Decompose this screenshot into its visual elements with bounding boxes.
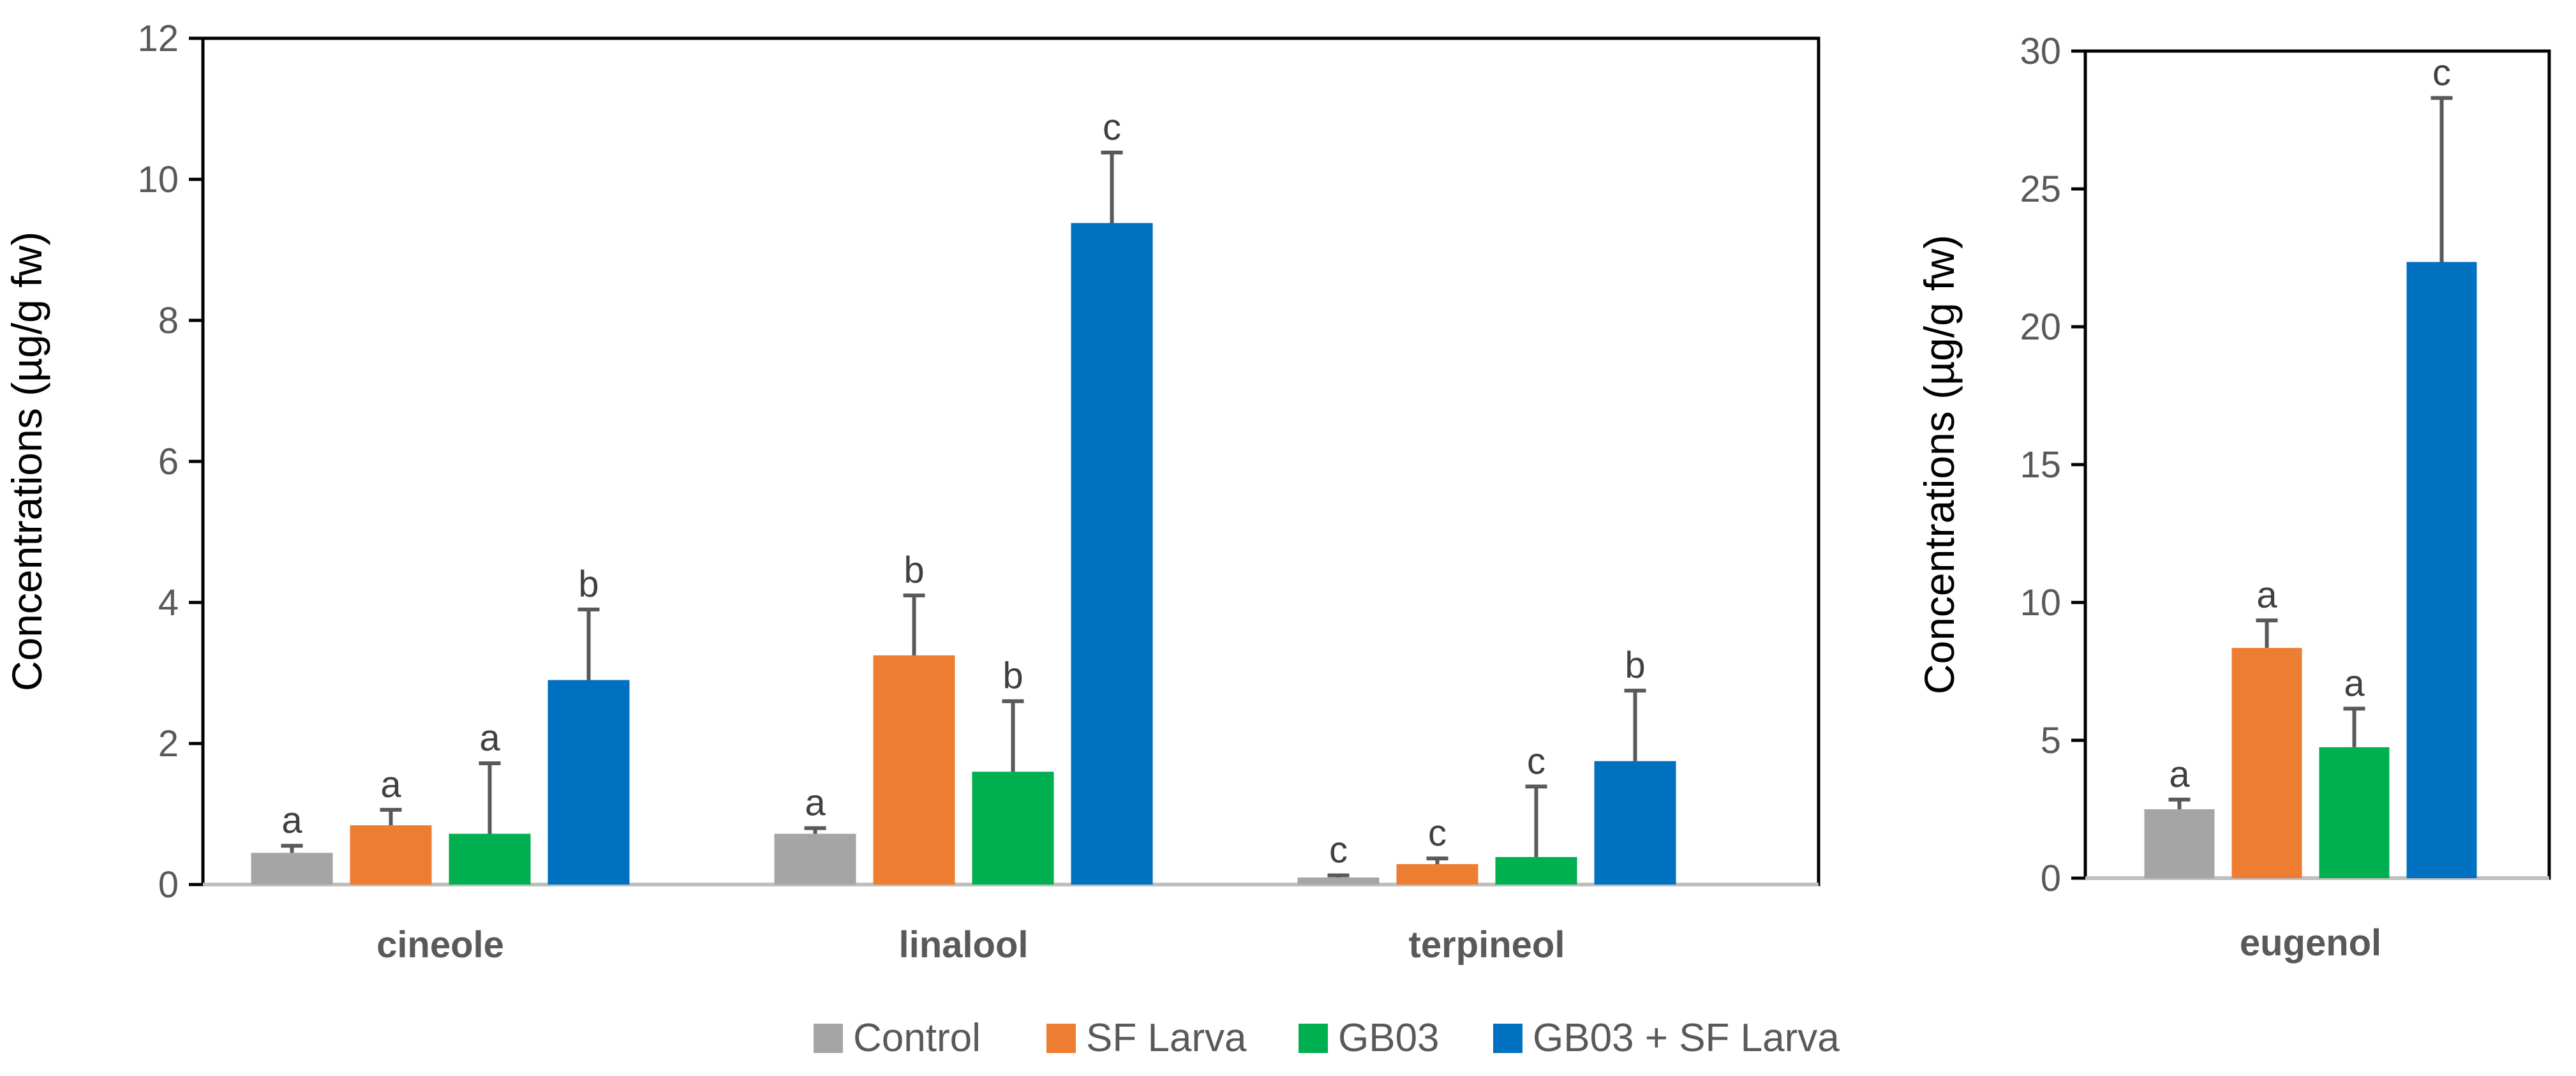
significance-letter: c [1329,830,1348,871]
significance-letter: c [1428,812,1447,854]
category-label: cineole [376,924,504,966]
legend-label: SF Larva [1086,1016,1247,1060]
bar [1297,877,1380,885]
chart-left: 0 2 4 6 8 10 12 Concentrations (µg/g fw) cineole… [3,18,1820,966]
legend-label: GB03 [1338,1016,1440,1060]
significance-letter: b [1002,655,1023,697]
y-tick-label: 0 [158,864,179,906]
legend-swatch [814,1024,843,1053]
bar [1495,856,1577,885]
legend-swatch [1493,1024,1523,1053]
significance-letter: c [1103,107,1121,148]
bar [2144,809,2215,878]
significance-letter: a [2169,754,2190,795]
bar [2406,262,2477,879]
significance-letter: c [2432,52,2451,93]
y-tick-label: 2 [158,723,179,765]
y-tick-label: 15 [2020,444,2061,486]
bar [2319,747,2390,878]
bar [547,680,630,885]
significance-letter: c [1527,740,1545,782]
legend-swatch [1046,1024,1076,1053]
bar [1071,223,1153,885]
category-label: eugenol [2240,922,2381,964]
significance-letter: a [805,782,826,824]
y-tick-label: 10 [2020,582,2061,624]
y-tick-label: 12 [137,18,179,59]
y-axis-label: Concentrations (µg/g fw) [1916,235,1963,694]
y-tick-label: 0 [2041,858,2061,899]
legend-swatch [1299,1024,1328,1053]
bar [1594,761,1676,885]
y-tick-label: 30 [2020,31,2061,72]
bar [350,825,432,885]
y-tick-label: 5 [2041,720,2061,761]
category-label: linalool [899,924,1029,966]
plot-frame [2083,49,2551,880]
bar [2231,648,2302,878]
y-tick-label: 6 [158,441,179,482]
y-tick-label: 10 [137,159,179,200]
bar [873,655,955,885]
significance-letter: a [479,717,500,759]
bar [774,833,856,885]
bar [251,853,333,885]
y-tick-label: 25 [2020,168,2061,210]
significance-letter: a [281,800,302,841]
significance-letter: b [1625,645,1645,686]
y-tick-label: 8 [158,300,179,341]
bar [972,772,1054,885]
significance-letter: a [2344,662,2365,704]
chart-right: 0 5 10 15 20 25 30 Concentrations (µg/g fw) euge… [1916,31,2551,964]
significance-letter: a [2256,574,2277,616]
significance-letter: a [380,764,401,805]
legend-label: Control [853,1016,981,1060]
y-tick-label: 4 [158,582,179,624]
legend-label: GB03 + SF Larva [1533,1016,1840,1060]
bar [1396,863,1478,885]
plot-frame [201,36,1820,886]
legend: Control SF Larva GB03 GB03 + SF Larva [814,1016,1840,1060]
category-label: terpineol [1409,924,1565,966]
bar [449,833,531,885]
significance-letter: b [904,549,924,591]
y-tick-label: 20 [2020,306,2061,348]
significance-letter: b [578,564,599,605]
y-axis-label: Concentrations (µg/g fw) [3,232,50,691]
